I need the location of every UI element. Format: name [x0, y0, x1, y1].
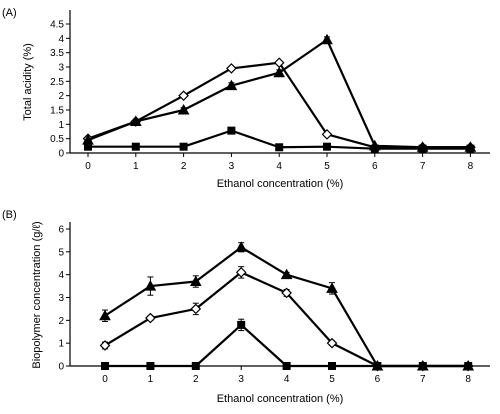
panel-a-y-tick-label: 3: [58, 63, 64, 74]
panel-a-x-tick-label: 2: [181, 161, 187, 172]
panel-b-point-square-filled: [373, 362, 382, 370]
panel-a-point-square-filled: [323, 142, 331, 151]
panel-b-y-tick-label: 1: [58, 339, 64, 350]
panel-b-point-triangle-filled: [235, 241, 248, 252]
panel-b-point-triangle-filled: [326, 282, 338, 293]
panel-a-y-tick-label: 1: [58, 120, 64, 131]
panel-a-point-triangle-filled: [129, 115, 142, 126]
panel-a-point-square-filled: [227, 126, 236, 135]
panel-b-x-tick-label: 6: [375, 374, 381, 385]
panel-b-y-tick-label: 6: [58, 225, 64, 236]
panel-a-point-square-filled: [370, 144, 379, 153]
panel-b-label: (B): [2, 209, 17, 221]
panel-a-y-tick-label: 1.5: [50, 106, 64, 117]
panel-b-point-diamond-open: [281, 287, 292, 299]
panel-a-label: (A): [2, 7, 17, 19]
panel-a-series-triangle-filled-line: [87, 38, 471, 149]
panel-b-x-tick-label: 1: [148, 374, 154, 385]
panel-b-x-tick-label: 7: [420, 374, 426, 385]
panel-b-series-diamond-open-line: [104, 271, 469, 368]
panel-a-point-square-filled: [84, 142, 92, 151]
panel-b-y-tick-label: 5: [58, 247, 64, 258]
panel-b-series-triangle-filled-line: [104, 246, 469, 368]
panel-b-x-tick-label: 0: [102, 374, 108, 385]
panel-a-y-tick-label: 0.5: [50, 134, 64, 145]
panel-a-point-square-filled: [418, 144, 427, 153]
panel-b-point-square-filled: [237, 320, 246, 329]
panel-a-x-tick-label: 4: [276, 161, 282, 172]
panel-a-x-tick-label: 5: [324, 161, 330, 172]
panel-a-point-triangle-filled: [177, 103, 190, 115]
panel-b-point-triangle-filled: [189, 275, 202, 287]
panel-a-x-tick-label: 3: [229, 161, 235, 172]
panel-a-x-tick-label: 0: [85, 161, 91, 172]
panel-b-y-tick-label: 2: [58, 316, 64, 327]
panel-b-x-tick-label: 8: [465, 374, 471, 385]
panel-b-point-diamond-open: [326, 337, 338, 349]
panel-a-x-tick-label: 7: [420, 161, 426, 172]
panel-b-y-tick-label: 3: [58, 293, 64, 304]
panel-a-y-tick-label: 0: [58, 149, 64, 160]
panel-a-y-tick-label: 3.5: [50, 48, 64, 59]
panel-a-point-triangle-filled: [273, 66, 286, 78]
panel-b-x-axis-label: Ethanol concentration (%): [217, 393, 344, 405]
panel-a-point-diamond-open: [226, 63, 237, 74]
panel-b-point-diamond-open: [99, 340, 111, 351]
panel-a-y-tick-label: 2: [58, 91, 64, 102]
panel-b-point-square-filled: [146, 362, 155, 370]
panel-a-x-tick-label: 8: [468, 161, 474, 172]
panel-b-y-axis-label: Biopolymer concentration (g/ℓ): [31, 221, 43, 368]
panel-b-y-tick-label: 4: [58, 270, 64, 281]
panel-a-point-triangle-filled: [225, 79, 238, 91]
panel-b-point-diamond-open: [190, 303, 202, 315]
panel-b-point-square-filled: [418, 362, 427, 370]
panel-a-point-square-filled: [275, 143, 284, 152]
panel-a-y-tick-label: 4.5: [50, 20, 64, 31]
panel-b-x-tick-label: 3: [238, 374, 244, 385]
panel-a-point-diamond-open: [178, 90, 189, 102]
panel-b: (B) Ethanol concentration (%) Biopolymer…: [2, 209, 490, 405]
panel-a-y-tick-label: 2.5: [50, 77, 64, 88]
panel-b-x-tick-label: 5: [329, 374, 335, 385]
panel-a-x-axis-label: Ethanol concentration (%): [217, 178, 344, 190]
panel-a-point-square-filled: [131, 142, 140, 151]
panel-a-point-square-filled: [179, 142, 188, 151]
panel-b-point-square-filled: [101, 362, 109, 370]
panel-a-point-square-filled: [466, 144, 475, 153]
panel-a-x-tick-label: 6: [372, 161, 378, 172]
panel-b-point-triangle-filled: [144, 280, 157, 291]
panel-a-point-diamond-open: [321, 129, 333, 140]
panel-b-point-diamond-open: [235, 267, 247, 278]
panel-b-point-triangle-filled: [280, 268, 293, 280]
panel-b-point-square-filled: [191, 362, 200, 370]
panel-a-point-triangle-filled: [321, 33, 333, 45]
panel-a-x-tick-label: 1: [133, 161, 139, 172]
panel-b-point-square-filled: [282, 362, 291, 370]
panel-b-point-triangle-filled: [99, 309, 111, 321]
panel-a: (A) Ethanol concentration (%) Total acid…: [2, 7, 490, 190]
panel-a-y-axis-label: Total acidity (%): [22, 43, 34, 121]
panel-b-series-square-filled-line: [105, 323, 469, 368]
panel-b-point-square-filled: [464, 362, 473, 370]
panel-a-y-tick-label: 4: [58, 34, 64, 45]
panel-b-x-tick-label: 2: [193, 374, 199, 385]
panel-b-y-tick-label: 0: [58, 362, 64, 373]
panel-b-point-square-filled: [328, 362, 336, 370]
panel-b-x-tick-label: 4: [284, 374, 290, 385]
panel-b-point-diamond-open: [145, 312, 156, 324]
